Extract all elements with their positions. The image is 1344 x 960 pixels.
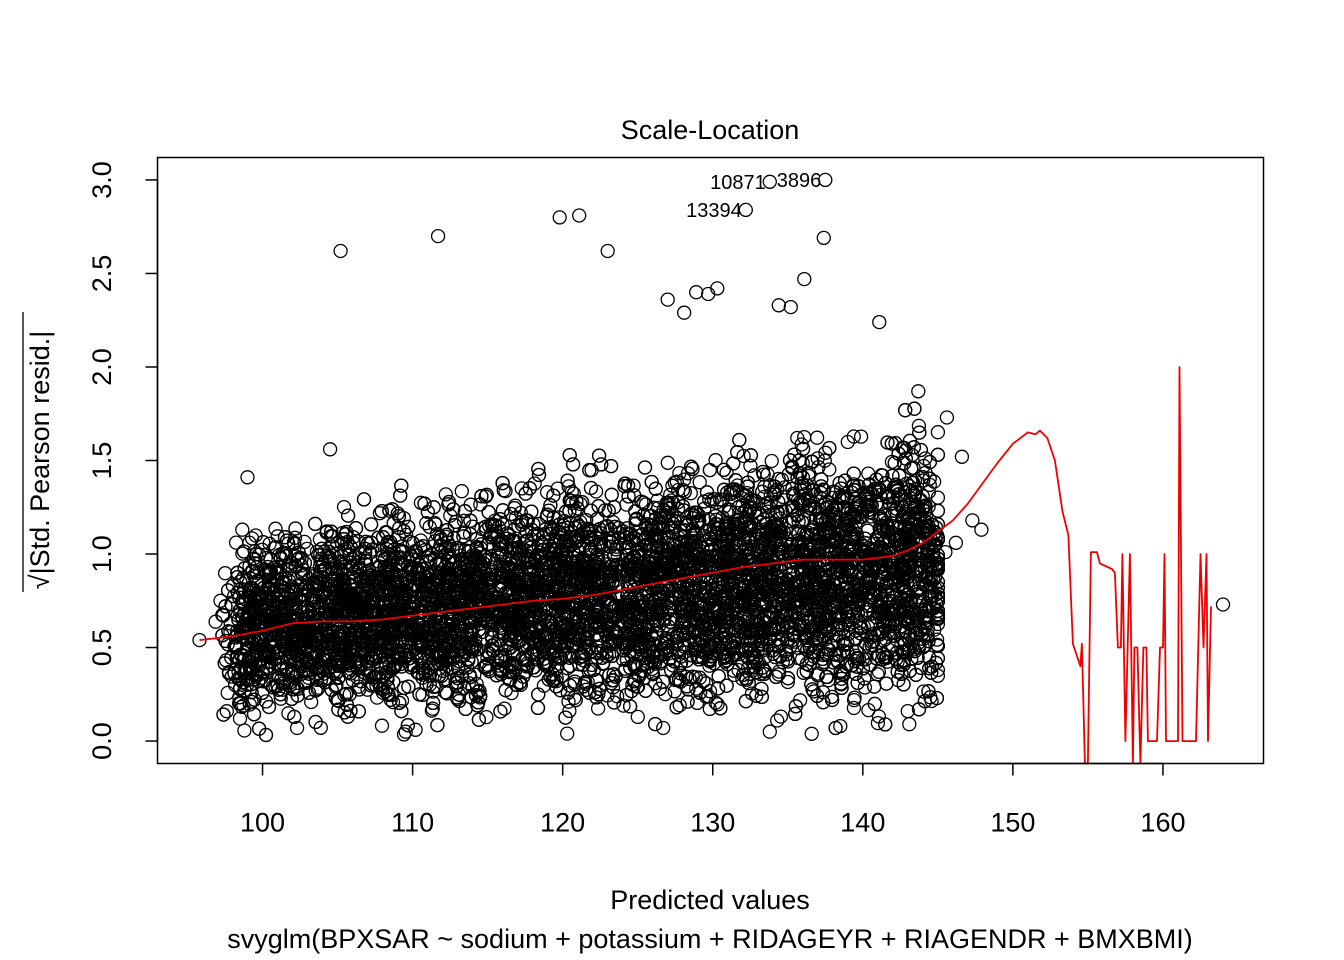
data-point xyxy=(336,499,352,515)
data-point xyxy=(385,694,401,710)
data-point xyxy=(630,709,645,725)
data-point xyxy=(847,690,862,705)
data-point xyxy=(438,487,453,502)
data-point xyxy=(683,486,698,501)
data-point xyxy=(454,484,469,499)
data-point xyxy=(427,515,442,531)
data-point xyxy=(616,698,631,713)
data-point xyxy=(818,445,833,460)
data-point xyxy=(764,453,779,469)
data-point xyxy=(806,684,821,699)
data-point xyxy=(911,418,927,434)
data-point xyxy=(809,430,825,445)
data-point xyxy=(217,566,233,581)
data-point xyxy=(672,698,687,713)
data-point xyxy=(692,475,707,490)
data-point xyxy=(228,535,244,550)
data-point xyxy=(566,486,581,501)
data-point xyxy=(846,700,862,716)
data-point xyxy=(619,497,634,512)
chart-title: Scale-Location xyxy=(621,115,800,145)
data-point xyxy=(273,691,288,706)
data-point xyxy=(680,466,696,481)
data-point xyxy=(723,482,739,498)
data-point xyxy=(562,703,577,719)
data-point xyxy=(870,715,886,731)
data-point xyxy=(704,494,719,509)
data-point xyxy=(268,521,283,536)
data-point xyxy=(853,429,869,444)
data-point xyxy=(498,483,513,499)
data-point xyxy=(618,661,633,676)
data-point xyxy=(660,455,675,470)
data-point xyxy=(419,516,434,531)
scatter-points xyxy=(192,172,1231,743)
data-point xyxy=(479,709,494,725)
data-point xyxy=(697,501,712,516)
data-point xyxy=(550,481,565,496)
data-point xyxy=(527,476,542,491)
data-point xyxy=(519,659,534,674)
data-point xyxy=(731,662,746,678)
data-point xyxy=(237,723,252,738)
data-point xyxy=(773,709,789,724)
data-point xyxy=(860,605,875,620)
data-point xyxy=(929,632,945,647)
